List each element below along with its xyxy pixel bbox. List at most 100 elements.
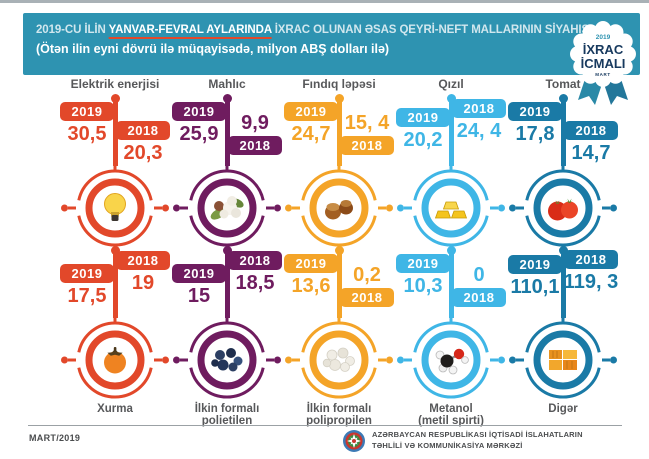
flag-2018: 2018 18,5 — [226, 251, 284, 293]
value-2018: 14,7 — [571, 142, 611, 164]
export-review-badge: 2019 İXRAC İCMALI MART — [570, 21, 636, 105]
flag-2019: 2019 10,3 — [394, 254, 452, 296]
circle-frame — [397, 162, 505, 247]
value-2019: 13,6 — [291, 275, 331, 297]
circle-frame — [509, 314, 617, 399]
year-badge-2018: 2018 — [340, 288, 394, 307]
product-column-diger: 2019 110,1 2018 119, 3 Digər — [507, 246, 619, 428]
footer-date: MART/2019 — [29, 433, 81, 443]
flag-group: 2019 25,9 2018 9,9 — [170, 94, 284, 166]
value-2018: 15, 4 — [344, 112, 390, 134]
flag-group: 2019 110,1 2018 119, 3 — [507, 246, 620, 318]
value-2018: 24, 4 — [456, 120, 502, 142]
organization-line1: AZƏRBAYCAN RESPUBLİKASI İQTİSADİ İSLAHAT… — [372, 430, 583, 440]
year-badge-2018: 2018 — [452, 99, 506, 118]
value-2019: 20,2 — [403, 129, 443, 151]
persimmon-icon — [104, 347, 126, 374]
pole — [336, 100, 342, 166]
flag-group: 2019 20,2 2018 24, 4 — [395, 94, 507, 166]
year-badge-2018: 2018 — [564, 121, 618, 140]
flag-group: 2019 13,6 2018 0,2 — [282, 246, 395, 318]
value-2019: 30,5 — [67, 123, 107, 145]
flag-2018: 2018 119, 3 — [562, 250, 620, 292]
year-badge-2018: 2018 — [340, 136, 394, 155]
flag-2018: 2018 9,9 — [226, 113, 284, 155]
pole-dot — [446, 246, 456, 255]
polypropylene-granules-icon — [322, 347, 355, 372]
product-name: Metanol (metil spirti) — [418, 403, 484, 427]
product-column-elektrik-enerjisi: Elektrik enerjisi 2019 30,5 2018 20,3 — [59, 78, 171, 250]
circle-frame — [397, 314, 505, 399]
pole — [112, 252, 118, 318]
cargo-containers-icon — [549, 350, 577, 370]
flag-group: 2019 17,5 2018 19 — [59, 246, 171, 318]
year-badge-2019: 2019 — [172, 102, 226, 121]
product-column-polietilen: 2019 15 2018 18,5 İlkin formalı polietilen — [171, 246, 283, 428]
title-prefix: 2019-CU İLİN — [36, 24, 109, 36]
product-name: Digər — [548, 403, 578, 415]
badge-line1: İXRAC — [583, 42, 624, 57]
product-column-xurma: 2019 17,5 2018 19 Xurma — [59, 246, 171, 428]
pole-dot — [110, 246, 120, 255]
product-name: Mahlıc — [208, 77, 246, 91]
cotton-icon — [210, 196, 244, 220]
product-name: Tomat — [545, 77, 581, 91]
title-suffix: İXRAC OLUNAN ƏSAS QEYRİ-NEFT MALLARININ … — [271, 24, 593, 36]
pole-dot — [558, 246, 568, 255]
flag-2018: 2018 0 — [450, 265, 508, 307]
badge-month: MART — [595, 72, 610, 77]
gold-bars-icon — [434, 201, 468, 219]
value-2018: 119, 3 — [563, 271, 619, 293]
circle-frame — [509, 162, 617, 247]
pole — [560, 100, 566, 166]
page-title: 2019-CU İLİN YANVAR-FEVRAL AYLARINDA İXR… — [36, 24, 640, 36]
flag-group: 2019 17,8 2018 14,7 — [507, 94, 620, 166]
flag-group: 2019 30,5 2018 20,3 — [59, 94, 171, 166]
pole — [224, 100, 230, 166]
flag-group: 2019 24,7 2018 15, 4 — [283, 94, 396, 166]
methanol-molecule-icon — [435, 348, 469, 375]
year-badge-2019: 2019 — [396, 108, 450, 127]
product-column-findiq-lepesi: Fındıq ləpəsi 2019 24,7 2018 15, 4 — [283, 78, 395, 250]
flag-2018: 2018 14,7 — [562, 121, 620, 163]
product-name: Qızıl — [438, 77, 464, 91]
circle-frame — [285, 314, 393, 399]
badge-line2: İCMALI — [581, 56, 626, 71]
value-2018: 20,3 — [123, 142, 163, 164]
flag-2019: 2019 25,9 — [170, 102, 228, 144]
header-banner: 2019-CU İLİN YANVAR-FEVRAL AYLARINDA İXR… — [23, 13, 640, 75]
circle-frame — [61, 314, 169, 399]
azerbaijan-emblem-icon — [343, 430, 365, 452]
footer-organization: AZƏRBAYCAN RESPUBLİKASI İQTİSADİ İSLAHAT… — [342, 429, 583, 453]
year-badge-2019: 2019 — [284, 102, 338, 121]
rosette-icon — [570, 21, 636, 87]
value-2018: 0,2 — [353, 264, 381, 286]
flag-2018: 2018 15, 4 — [338, 113, 396, 155]
value-2019: 10,3 — [403, 275, 443, 297]
pole-dot — [334, 246, 344, 255]
pole-dot — [558, 94, 568, 103]
product-name: Xurma — [97, 403, 133, 415]
pole-dot — [222, 94, 232, 103]
product-column-polipropilen: 2019 13,6 2018 0,2 İlkin formalı polip — [283, 246, 395, 428]
pole — [448, 252, 454, 318]
year-badge-2019: 2019 — [396, 254, 450, 273]
value-2019: 25,9 — [179, 123, 219, 145]
value-2018: 0 — [473, 264, 485, 286]
value-2019: 17,5 — [67, 285, 107, 307]
page-subtitle: (Ötən ilin eyni dövrü ilə müqayisədə, mi… — [36, 42, 390, 56]
tomato-icon — [548, 198, 578, 221]
value-2019: 24,7 — [291, 123, 331, 145]
pole — [448, 100, 454, 166]
product-column-mahlic: Mahlıc 2019 25,9 2018 9,9 — [171, 78, 283, 250]
footer-divider — [28, 425, 622, 426]
pole-dot — [334, 94, 344, 103]
year-badge-2018: 2018 — [228, 251, 282, 270]
flag-2019: 2019 13,6 — [282, 254, 340, 296]
value-2019: 15 — [187, 285, 211, 307]
product-column-tomat: Tomat 2019 17,8 2018 14,7 — [507, 78, 619, 250]
year-badge-2019: 2019 — [60, 264, 114, 283]
product-column-metanol: 2019 10,3 2018 0 Metanol (m — [395, 246, 507, 428]
year-badge-2019: 2019 — [60, 102, 114, 121]
year-badge-2018: 2018 — [452, 288, 506, 307]
